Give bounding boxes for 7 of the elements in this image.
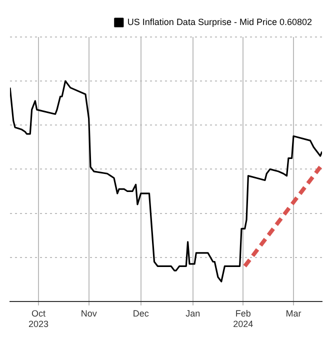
x-tick-label: Dec bbox=[132, 308, 150, 318]
legend-label: US Inflation Data Surprise - Mid Price 0.60802 bbox=[127, 16, 312, 27]
x-tick-label: Oct 2023 bbox=[28, 308, 49, 330]
x-tick-label: Nov bbox=[80, 308, 98, 318]
x-tick-label: Feb 2024 bbox=[233, 308, 254, 330]
x-tick-label: Mar bbox=[286, 308, 302, 318]
x-tick-label: Jan bbox=[186, 308, 200, 318]
